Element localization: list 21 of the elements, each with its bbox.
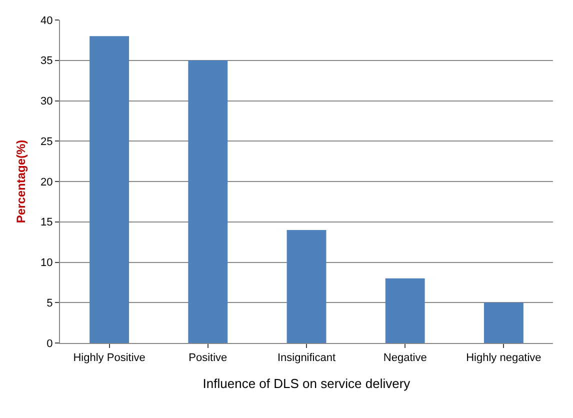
bar xyxy=(385,278,425,343)
bar xyxy=(90,36,130,343)
bar xyxy=(484,302,524,343)
y-tick-label: 0 xyxy=(46,338,53,350)
y-tick-label: 15 xyxy=(40,216,53,229)
x-tick-label: Highly negative xyxy=(466,352,542,364)
x-tick-label: Insignificant xyxy=(277,352,336,364)
x-tick-label: Highly Positive xyxy=(73,352,146,364)
y-tick-label: 35 xyxy=(40,55,53,68)
y-tick-label: 10 xyxy=(40,257,53,270)
y-tick-label: 20 xyxy=(40,176,53,188)
x-axis-title: Influence of DLS on service delivery xyxy=(202,376,411,391)
x-tick-label: Negative xyxy=(383,352,427,364)
bar xyxy=(286,230,326,343)
bar xyxy=(188,60,228,343)
y-tick-label: 40 xyxy=(40,14,53,27)
y-tick-label: 30 xyxy=(40,96,53,108)
y-tick-label: 25 xyxy=(40,136,53,148)
y-tick-label: 5 xyxy=(46,297,53,310)
x-tick-label: Positive xyxy=(188,352,228,364)
y-axis-title: Percentage(%) xyxy=(14,140,28,224)
